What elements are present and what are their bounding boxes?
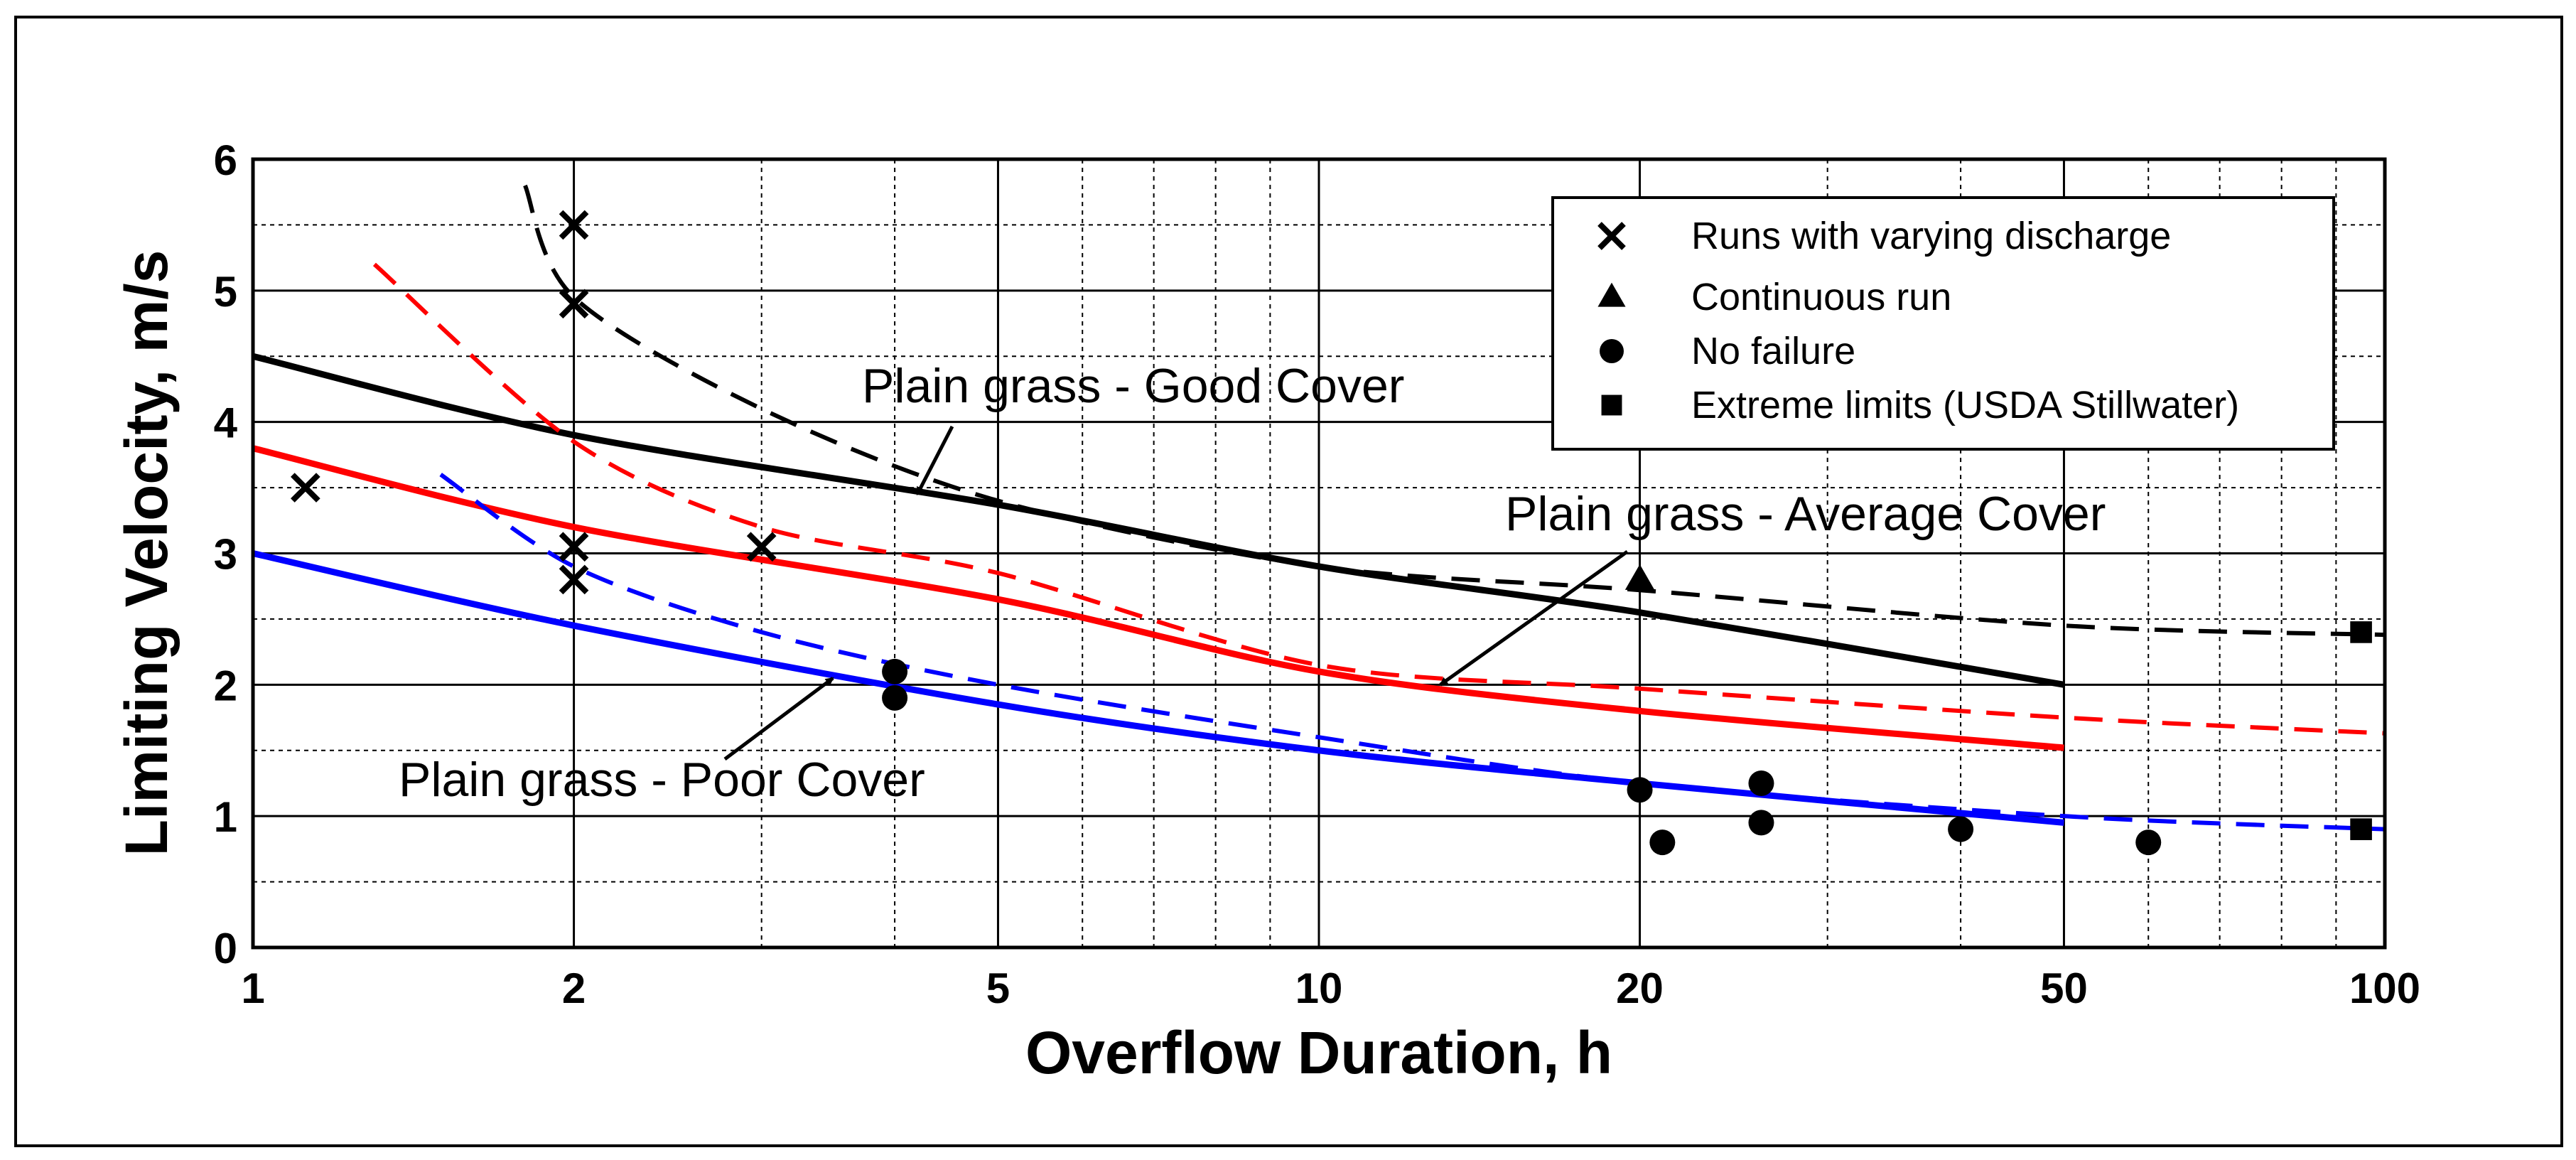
legend-label-no-failure: No failure — [1691, 330, 1855, 372]
y-tick-label: 3 — [214, 531, 237, 579]
x-tick-label: 50 — [2040, 965, 2088, 1012]
legend-marker-triangle — [1597, 282, 1626, 307]
data-point-circle — [1627, 777, 1653, 803]
x-axis-title: Overflow Duration, h — [1025, 1019, 1612, 1086]
annotation-arrow — [1439, 549, 1629, 687]
data-point-triangle — [1624, 564, 1655, 590]
data-point-circle — [1748, 770, 1774, 796]
y-tick-label: 4 — [214, 399, 238, 447]
data-point-circle — [2135, 829, 2162, 856]
data-point-circle — [882, 658, 908, 684]
data-point-x-stroke-b — [559, 210, 589, 240]
annotations: Plain grass - Good Cover Plain grass - A… — [399, 359, 2106, 807]
data-point-x-stroke-b — [559, 289, 589, 319]
x-tick-label: 1 — [241, 965, 264, 1012]
series-line-5 — [439, 473, 2386, 832]
legend-marker-circle — [1600, 339, 1624, 363]
x-tick-label: 10 — [1295, 965, 1343, 1012]
legend-marker-square — [1601, 394, 1622, 416]
annotation-good-cover: Plain grass - Good Cover — [862, 359, 1404, 413]
data-point-x-stroke-b — [290, 473, 320, 503]
annotation-arrow — [915, 425, 954, 496]
data-point-x — [559, 210, 589, 240]
data-point-circle — [1649, 829, 1676, 856]
x-tick-label: 2 — [562, 965, 586, 1012]
plot-area — [251, 157, 2387, 950]
y-tick-label: 5 — [214, 268, 237, 316]
annotation-average-cover: Plain grass - Average Cover — [1505, 487, 2106, 541]
series-line-3 — [372, 262, 2386, 736]
x-tick-label: 100 — [2349, 965, 2420, 1012]
data-point-circle — [1948, 816, 1974, 842]
data-point-circle — [882, 684, 908, 711]
series-group — [252, 184, 2386, 832]
legend-marker-x — [1597, 222, 1626, 250]
series-line-2 — [252, 445, 2064, 751]
legend-box — [1551, 196, 2335, 451]
x-tick-label: 20 — [1616, 965, 1664, 1012]
y-tick-label: 0 — [214, 925, 237, 972]
series-line-0 — [252, 353, 2065, 688]
y-tick-label: 6 — [214, 136, 237, 184]
data-point-square — [2350, 621, 2372, 643]
legend-markers — [1597, 222, 1626, 416]
data-point-x — [559, 289, 589, 319]
annotation-poor-cover: Plain grass - Poor Cover — [399, 753, 925, 807]
y-tick-label: 1 — [214, 793, 237, 841]
annotation-arrow — [723, 677, 834, 761]
data-point-x — [559, 564, 589, 595]
points-group — [290, 210, 2372, 856]
y-axis-title: Limiting Velocity, m/s — [113, 250, 180, 856]
data-point-x-stroke-b — [559, 532, 589, 562]
data-point-x — [559, 532, 589, 562]
series-line-1 — [523, 184, 2386, 638]
legend-label-continuous: Continuous run — [1691, 276, 1951, 318]
legend-label-extreme: Extreme limits (USDA Stillwater) — [1691, 384, 2239, 426]
data-point-x-stroke-b — [746, 532, 777, 562]
legend: Runs with varying discharge Continuous r… — [1551, 196, 2335, 451]
legend-marker-x-stroke-b — [1597, 222, 1626, 250]
data-point-square — [2350, 818, 2372, 840]
data-point-circle — [1748, 810, 1774, 836]
data-point-x-stroke-b — [559, 564, 589, 595]
data-point-x — [290, 473, 320, 503]
data-point-x — [746, 532, 777, 562]
legend-label-varying: Runs with varying discharge — [1691, 215, 2171, 257]
x-tick-label: 5 — [986, 965, 1010, 1012]
y-tick-label: 2 — [214, 662, 237, 709]
figure-frame — [14, 16, 2563, 1147]
